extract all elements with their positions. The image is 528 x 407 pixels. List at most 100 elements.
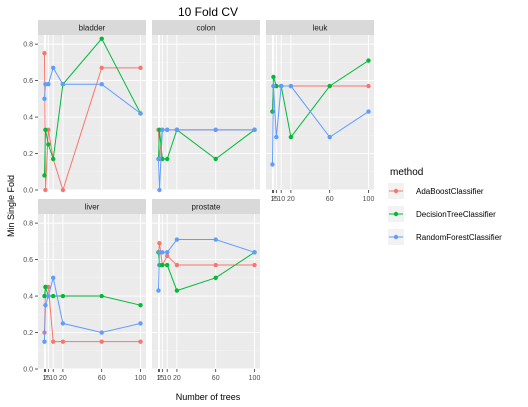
facet-label: liver — [85, 203, 100, 212]
x-tick-label: 1 — [157, 375, 161, 382]
facet-label: bladder — [79, 24, 106, 33]
data-point — [51, 293, 56, 299]
data-point — [288, 134, 294, 140]
facet-strip — [38, 199, 146, 214]
x-tick-label: 1 — [43, 375, 47, 382]
y-tick-label: 0.4 — [23, 115, 33, 122]
data-point — [99, 82, 104, 87]
legend-entry: AdaBoostClassifier — [388, 183, 484, 199]
facet-label: leuk — [313, 24, 329, 33]
data-point — [213, 156, 218, 162]
data-point — [42, 96, 47, 102]
data-point — [43, 302, 48, 308]
legend-label: AdaBoostClassifier — [416, 187, 484, 196]
x-tick-label: 60 — [98, 375, 106, 382]
data-point — [51, 275, 56, 281]
facet-label: colon — [196, 24, 215, 33]
facet-panel-prostate: prostate 12 510 20 60 100 — [152, 199, 260, 382]
data-point — [157, 187, 162, 193]
series-RandomForestClassifier — [270, 83, 371, 167]
data-point — [270, 162, 275, 167]
x-tick-label: 5 — [160, 375, 164, 382]
data-point — [51, 156, 56, 162]
legend-key-point — [393, 211, 399, 217]
data-point — [366, 83, 371, 89]
x-tick-label: 2 — [157, 375, 161, 382]
data-point — [279, 83, 284, 89]
data-point — [160, 250, 165, 255]
data-point — [99, 65, 104, 71]
panel-background — [38, 214, 146, 369]
data-point — [165, 262, 170, 268]
x-tick-label: 20 — [59, 375, 67, 382]
legend: method AdaBoostClassifier DecisionTreeCla… — [388, 167, 502, 245]
legend-key-point — [393, 234, 399, 240]
panel-background — [152, 214, 260, 369]
x-tick-label: 100 — [249, 375, 261, 382]
y-tick-label: 0.8 — [23, 42, 33, 49]
data-point — [60, 339, 66, 344]
data-point — [270, 109, 275, 114]
series-RandomForestClassifier — [42, 65, 143, 116]
legend-entry: RandomForestClassifier — [388, 229, 502, 245]
data-point — [327, 83, 332, 89]
data-point — [252, 127, 257, 133]
data-point — [46, 82, 51, 87]
facet-panel-colon: colon — [152, 20, 260, 193]
x-tick-label: 100 — [135, 375, 147, 382]
data-point — [46, 142, 51, 147]
data-point — [99, 293, 104, 299]
x-tick-label: 5 — [274, 196, 278, 203]
x-tick-label: 60 — [326, 196, 334, 203]
data-point — [174, 262, 180, 268]
data-point — [43, 127, 48, 133]
data-point — [271, 83, 276, 89]
data-point — [366, 58, 371, 63]
data-point — [99, 330, 104, 335]
data-point — [43, 284, 48, 290]
data-point — [174, 288, 180, 293]
legend-title: method — [390, 167, 423, 178]
y-tick-label: 0.6 — [23, 78, 33, 85]
data-point — [138, 339, 143, 344]
x-tick-label: 10 — [277, 196, 285, 203]
data-point — [160, 127, 165, 133]
series-RandomForestClassifier — [156, 127, 257, 193]
x-tick-label: 20 — [287, 196, 295, 203]
data-point — [366, 109, 371, 114]
data-point — [156, 288, 161, 293]
data-point — [51, 65, 56, 71]
data-point — [60, 187, 66, 193]
legend-entry: DecisionTreeClassifier — [388, 206, 496, 222]
legend-label: RandomForestClassifier — [416, 233, 502, 242]
data-point — [138, 302, 143, 308]
x-tick-label: 10 — [49, 375, 57, 382]
data-point — [288, 83, 294, 89]
facet-strip — [152, 199, 260, 214]
legend-label: DecisionTreeClassifier — [416, 210, 496, 219]
data-point — [138, 321, 143, 326]
chart-title: 10 Fold CV — [178, 5, 238, 19]
data-point — [165, 156, 170, 162]
x-tick-label: 2 — [43, 375, 47, 382]
y-tick-label: 0.8 — [23, 221, 33, 228]
x-tick-label: 20 — [173, 375, 181, 382]
data-point — [213, 237, 218, 242]
y-tick-label: 0.0 — [23, 367, 33, 374]
data-point — [274, 134, 279, 140]
panel-background — [38, 35, 146, 190]
data-point — [46, 293, 51, 299]
series-RandomForestClassifier — [42, 275, 143, 344]
data-point — [42, 339, 47, 344]
legend-key-point — [393, 188, 399, 194]
data-point — [213, 275, 218, 281]
y-tick-label: 0.2 — [23, 330, 33, 337]
series-RandomForestClassifier — [156, 237, 257, 293]
data-point — [174, 127, 180, 133]
data-point — [165, 250, 170, 255]
y-axis-label: Min Single Fold — [6, 175, 16, 237]
x-tick-label: 100 — [363, 196, 375, 203]
data-point — [51, 339, 56, 344]
